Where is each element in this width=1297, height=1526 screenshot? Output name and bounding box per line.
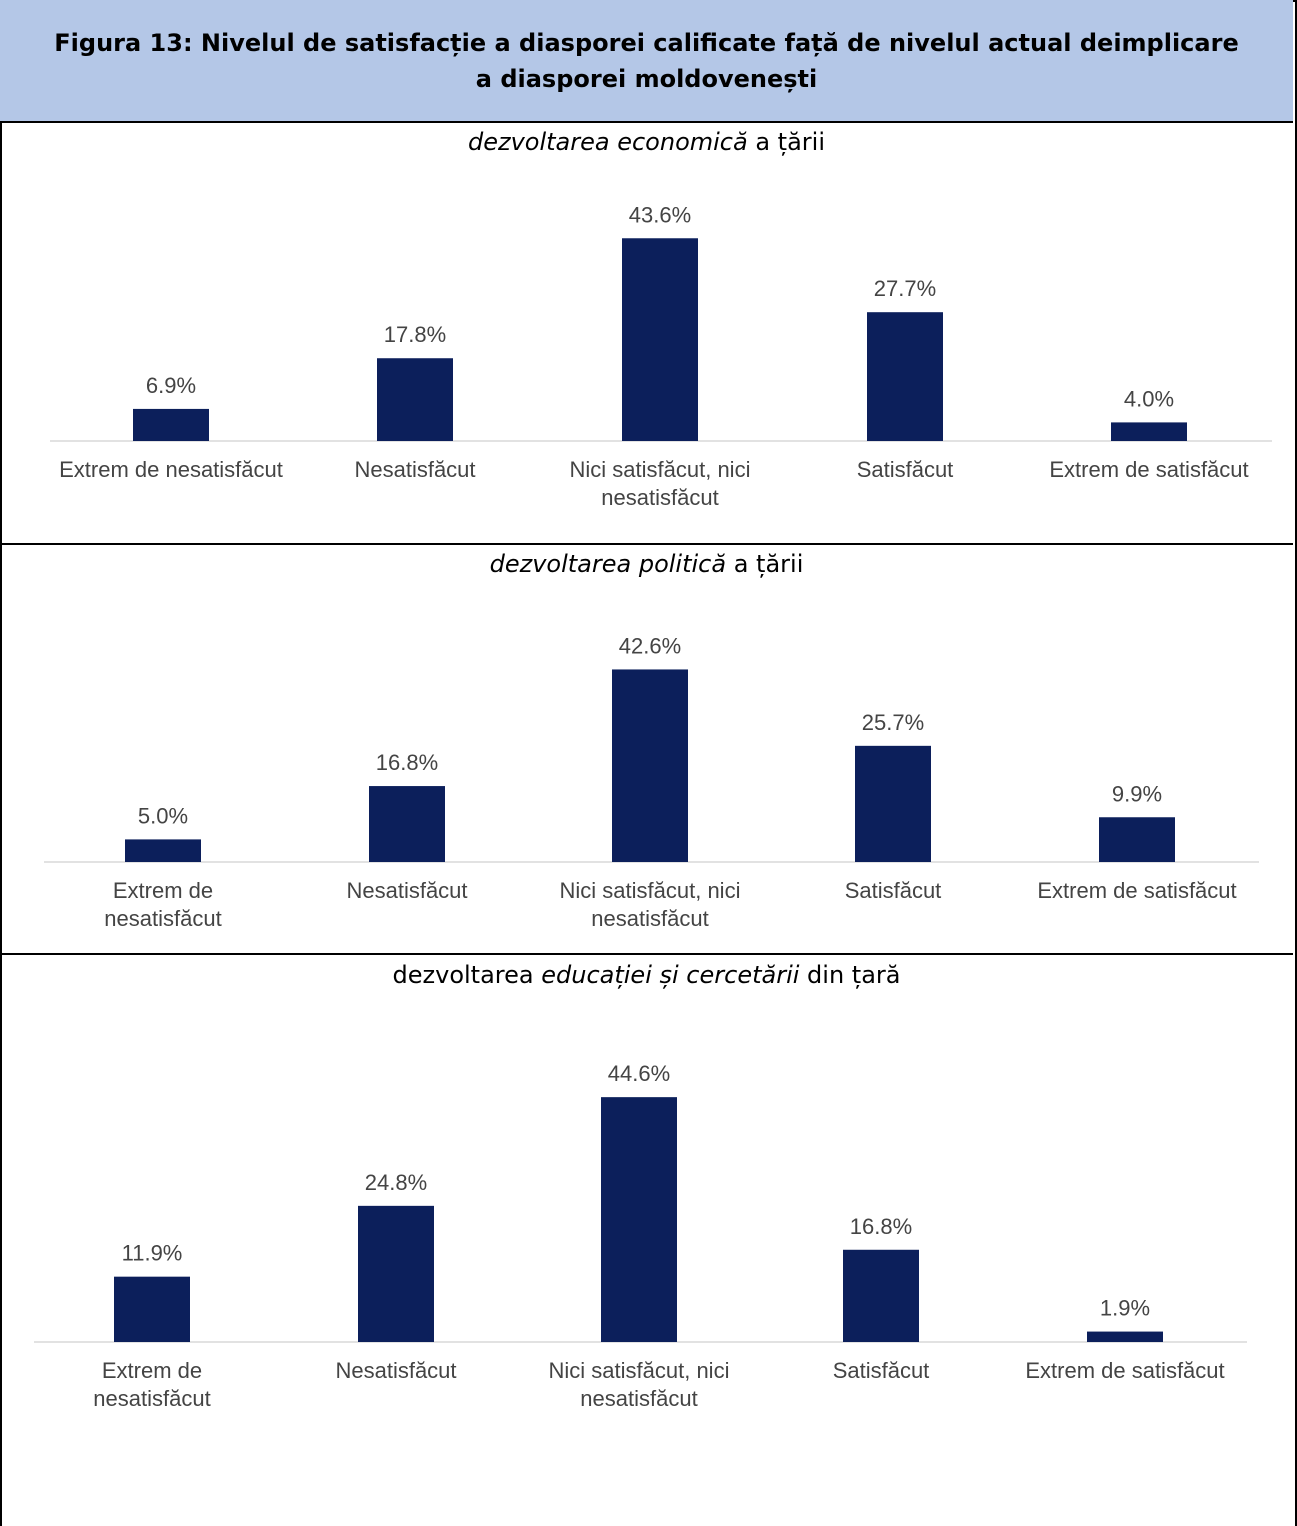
data-label: 24.8% (365, 1170, 427, 1195)
category-label: nesatisfăcut (591, 906, 708, 931)
bar (855, 745, 931, 862)
bar (125, 839, 201, 862)
category-label: Extrem de satisfăcut (1037, 878, 1236, 903)
bar (601, 1097, 677, 1342)
data-label: 4.0% (1124, 386, 1174, 411)
panel-title-economic-italic: dezvoltarea economică (467, 128, 748, 156)
panel-title-political-italic: dezvoltarea politică (489, 550, 727, 578)
category-label: nesatisfăcut (93, 1386, 210, 1411)
bar (867, 312, 943, 441)
data-label: 27.7% (874, 276, 936, 301)
chart-education: 11.9% Extrem de nesatisfăcut 24.8% Nesatisfă… (34, 1061, 1247, 1411)
figure-title: Figura 13: Nivelul de satisfacție a dias… (54, 28, 1239, 93)
chart-economic: 6.9% Extrem de nesatisfăcut 17.8% Nesatisfă… (50, 202, 1272, 510)
data-label: 43.6% (629, 202, 691, 227)
category-label: Nici satisfăcut, nici (549, 1358, 730, 1383)
category-label: Satisfăcut (833, 1358, 930, 1383)
panel-separator (0, 953, 1293, 955)
data-label: 16.8% (850, 1214, 912, 1239)
category-label: Extrem de (113, 878, 213, 903)
data-label: 5.0% (138, 803, 188, 828)
panel-separator (0, 543, 1293, 545)
data-label: 44.6% (608, 1061, 670, 1086)
panel-title-education-pre: dezvoltarea (392, 961, 542, 989)
bar (1099, 817, 1175, 862)
panel-title-economic: dezvoltarea economică a țării (0, 128, 1293, 156)
panel-title-education-italic: educației și cercetării (541, 961, 800, 989)
category-label: Extrem de satisfăcut (1049, 457, 1248, 482)
data-label: 9.9% (1112, 781, 1162, 806)
figure-header: Figura 13: Nivelul de satisfacție a dias… (0, 0, 1293, 123)
bar (1087, 1331, 1163, 1342)
data-label: 11.9% (122, 1241, 183, 1266)
bar (622, 238, 698, 441)
category-label: Nici satisfăcut, nici (560, 878, 741, 903)
category-label: Satisfăcut (845, 878, 942, 903)
panel-title-political: dezvoltarea politică a țării (0, 550, 1293, 578)
category-label: Extrem de satisfăcut (1025, 1358, 1224, 1383)
data-label: 42.6% (619, 633, 681, 658)
panel-title-economic-rest: a țării (747, 128, 826, 156)
bar (369, 786, 445, 862)
chart-political: 5.0% Extrem de nesatisfăcut 16.8% Nesatisfăc… (44, 633, 1259, 931)
panel-title-education: dezvoltarea educației și cercetării din … (0, 961, 1293, 989)
bar (843, 1249, 919, 1342)
bar (1111, 422, 1187, 441)
data-label: 16.8% (376, 750, 438, 775)
bar (612, 669, 688, 862)
bar (358, 1205, 434, 1342)
data-label: 6.9% (146, 373, 196, 398)
category-label: nesatisfăcut (580, 1386, 697, 1411)
data-label: 17.8% (384, 322, 446, 347)
data-label: 1.9% (1100, 1296, 1150, 1321)
bar (377, 358, 453, 441)
panel-title-political-rest: a țării (726, 550, 804, 578)
category-label: Nesatisfăcut (346, 878, 467, 903)
category-label: Satisfăcut (857, 457, 954, 482)
bar (133, 408, 209, 441)
category-label: nesatisfăcut (104, 906, 221, 931)
bar (114, 1276, 190, 1342)
category-label: Extrem de nesatisfăcut (59, 457, 283, 482)
panel-title-education-post: din țară (799, 961, 901, 989)
category-label: nesatisfăcut (601, 485, 718, 510)
category-label: Nesatisfăcut (335, 1358, 456, 1383)
category-label: Nesatisfăcut (354, 457, 475, 482)
category-label: Extrem de (102, 1358, 202, 1383)
category-label: Nici satisfăcut, nici (570, 457, 751, 482)
data-label: 25.7% (862, 710, 924, 735)
